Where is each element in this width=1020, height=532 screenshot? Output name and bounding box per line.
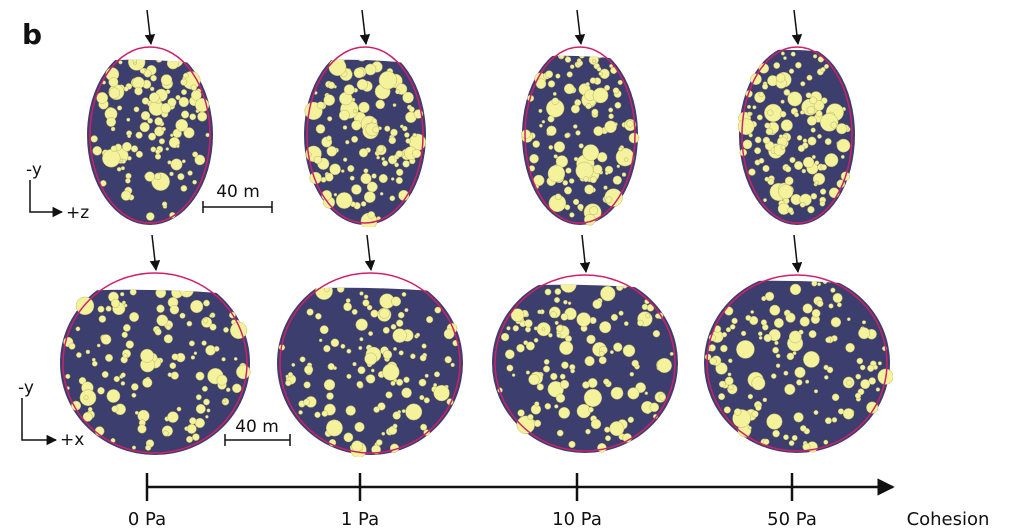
aggregate [304,45,426,229]
aggregate [277,267,463,458]
impact-arrow [362,10,366,44]
axis-label: -y [18,378,34,398]
scale-label: 40 m [216,182,260,202]
axis-arrow [22,398,56,440]
axis-title: Cohesion [907,509,990,530]
impact-arrow [794,235,798,272]
scale-label: 40 m [235,417,279,437]
aggregate [704,273,893,453]
axis-arrow [30,180,62,212]
aggregate [738,45,855,225]
tick-label: 1 Pa [341,509,379,530]
impact-arrow [152,235,156,270]
tick-label: 50 Pa [767,509,817,530]
scale-bar [203,201,272,213]
panel-label: b [22,18,42,51]
tick-label: 0 Pa [128,509,166,530]
axis-label: +z [66,203,89,223]
impact-arrow [367,235,371,270]
aggregate [522,45,640,225]
aggregate [87,45,213,225]
impact-arrow [582,235,586,272]
impact-arrow [794,10,798,44]
axis-label: +x [60,430,84,450]
aggregate [60,271,250,455]
impact-arrow [147,10,151,44]
aggregate [492,273,678,453]
impact-arrow [577,10,581,44]
tick-label: 10 Pa [552,509,602,530]
axis-label: -y [26,160,42,180]
figure: b -y +z 40 m -y +x 40 m 0 Pa 1 Pa 10 Pa … [0,0,1020,532]
